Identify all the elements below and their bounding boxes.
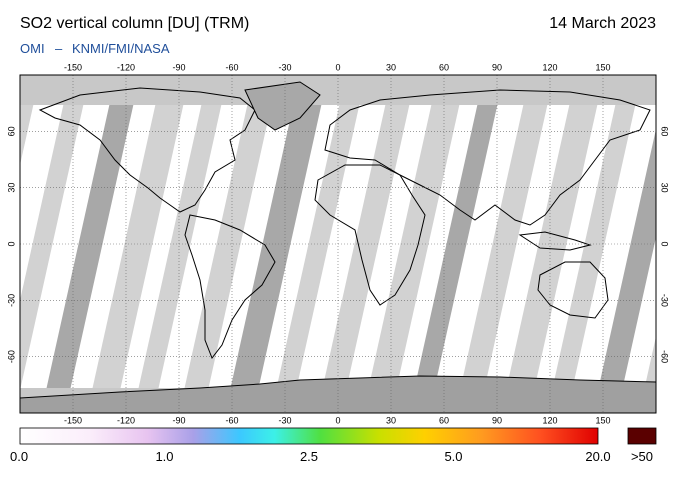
lon-tick-label: 60	[439, 415, 449, 425]
lat-tick-label: 30	[6, 183, 16, 193]
lon-tick-label: -60	[225, 415, 238, 425]
indonesia	[518, 231, 592, 251]
colorbar-label: 2.5	[300, 449, 318, 464]
orbit-gap	[547, 75, 642, 413]
colorbar-overflow	[627, 427, 657, 445]
lat-tick-label: -60	[6, 350, 16, 363]
lat-tick-label: 0	[660, 241, 670, 246]
orbit-gap	[409, 75, 504, 413]
lat-tick-label: -30	[660, 294, 670, 307]
greenland	[244, 81, 321, 131]
lon-tick-label: -90	[172, 415, 185, 425]
south-america	[184, 214, 276, 360]
colorbar-label: 0.0	[10, 449, 28, 464]
lon-tick-label: 120	[542, 415, 557, 425]
lat-tick-label: 60	[660, 126, 670, 136]
lon-tick-label: 90	[492, 415, 502, 425]
lat-tick-label: 0	[6, 241, 16, 246]
antarctica	[20, 375, 656, 413]
lon-tick-label: 150	[595, 62, 610, 72]
lon-tick-label: -90	[172, 62, 185, 72]
orbit-gap	[225, 75, 328, 413]
lat-tick-label: -60	[660, 350, 670, 363]
orbit-gap	[20, 75, 90, 391]
credit: KNMI/FMI/NASA	[72, 41, 170, 56]
lat-tick-label: -30	[6, 294, 16, 307]
colorbar	[19, 427, 599, 445]
title: SO2 vertical column [DU] (TRM)	[20, 15, 249, 32]
orbit-gap	[133, 75, 228, 413]
orbit-gap	[501, 75, 604, 413]
graticule	[20, 75, 656, 413]
colorbar-labels: 0.0 1.0 2.5 5.0 20.0	[10, 449, 611, 464]
lon-tick-label: 90	[492, 62, 502, 72]
lon-tick-label: 0	[335, 415, 340, 425]
lon-tick-label: -120	[117, 415, 135, 425]
lon-tick-label: 60	[439, 62, 449, 72]
orbit-gap	[271, 75, 366, 413]
north-america	[38, 87, 256, 213]
lon-tick-label: 120	[542, 62, 557, 72]
lon-tick-label: 30	[386, 62, 396, 72]
lon-tick-label: -30	[278, 415, 291, 425]
lon-tick-label: 30	[386, 415, 396, 425]
lon-tick-label: -150	[64, 415, 82, 425]
colorbar-label: 1.0	[155, 449, 173, 464]
colorbar-label: 5.0	[444, 449, 462, 464]
lat-tick-label: 30	[660, 183, 670, 193]
orbit-gap	[179, 75, 278, 413]
lon-tick-label: 150	[595, 415, 610, 425]
colorbar-label: 20.0	[585, 449, 610, 464]
lon-tick-label: -60	[225, 62, 238, 72]
ticks: -150 -150 -120 -120 -90 -90 -60 -60 -30 -30 0 0 30 30…	[6, 62, 669, 425]
map-frame	[19, 74, 657, 414]
colorbar-overflow-label: >50	[631, 449, 653, 464]
orbit-gap	[363, 75, 466, 413]
australia	[537, 261, 609, 319]
lat-tick-label: 60	[6, 126, 16, 136]
eurasia	[324, 89, 651, 226]
orbit-gaps	[20, 75, 656, 413]
separator: –	[55, 41, 63, 56]
map	[20, 75, 656, 413]
lon-tick-label: -30	[278, 62, 291, 72]
africa	[314, 164, 426, 306]
source: OMI	[20, 41, 45, 56]
lon-tick-label: -150	[64, 62, 82, 72]
orbit-gap	[593, 129, 656, 413]
lon-tick-label: 0	[335, 62, 340, 72]
orbit-gap	[455, 75, 554, 413]
date: 14 March 2023	[549, 15, 656, 32]
lon-tick-label: -120	[117, 62, 135, 72]
orbit-gap	[87, 75, 190, 413]
